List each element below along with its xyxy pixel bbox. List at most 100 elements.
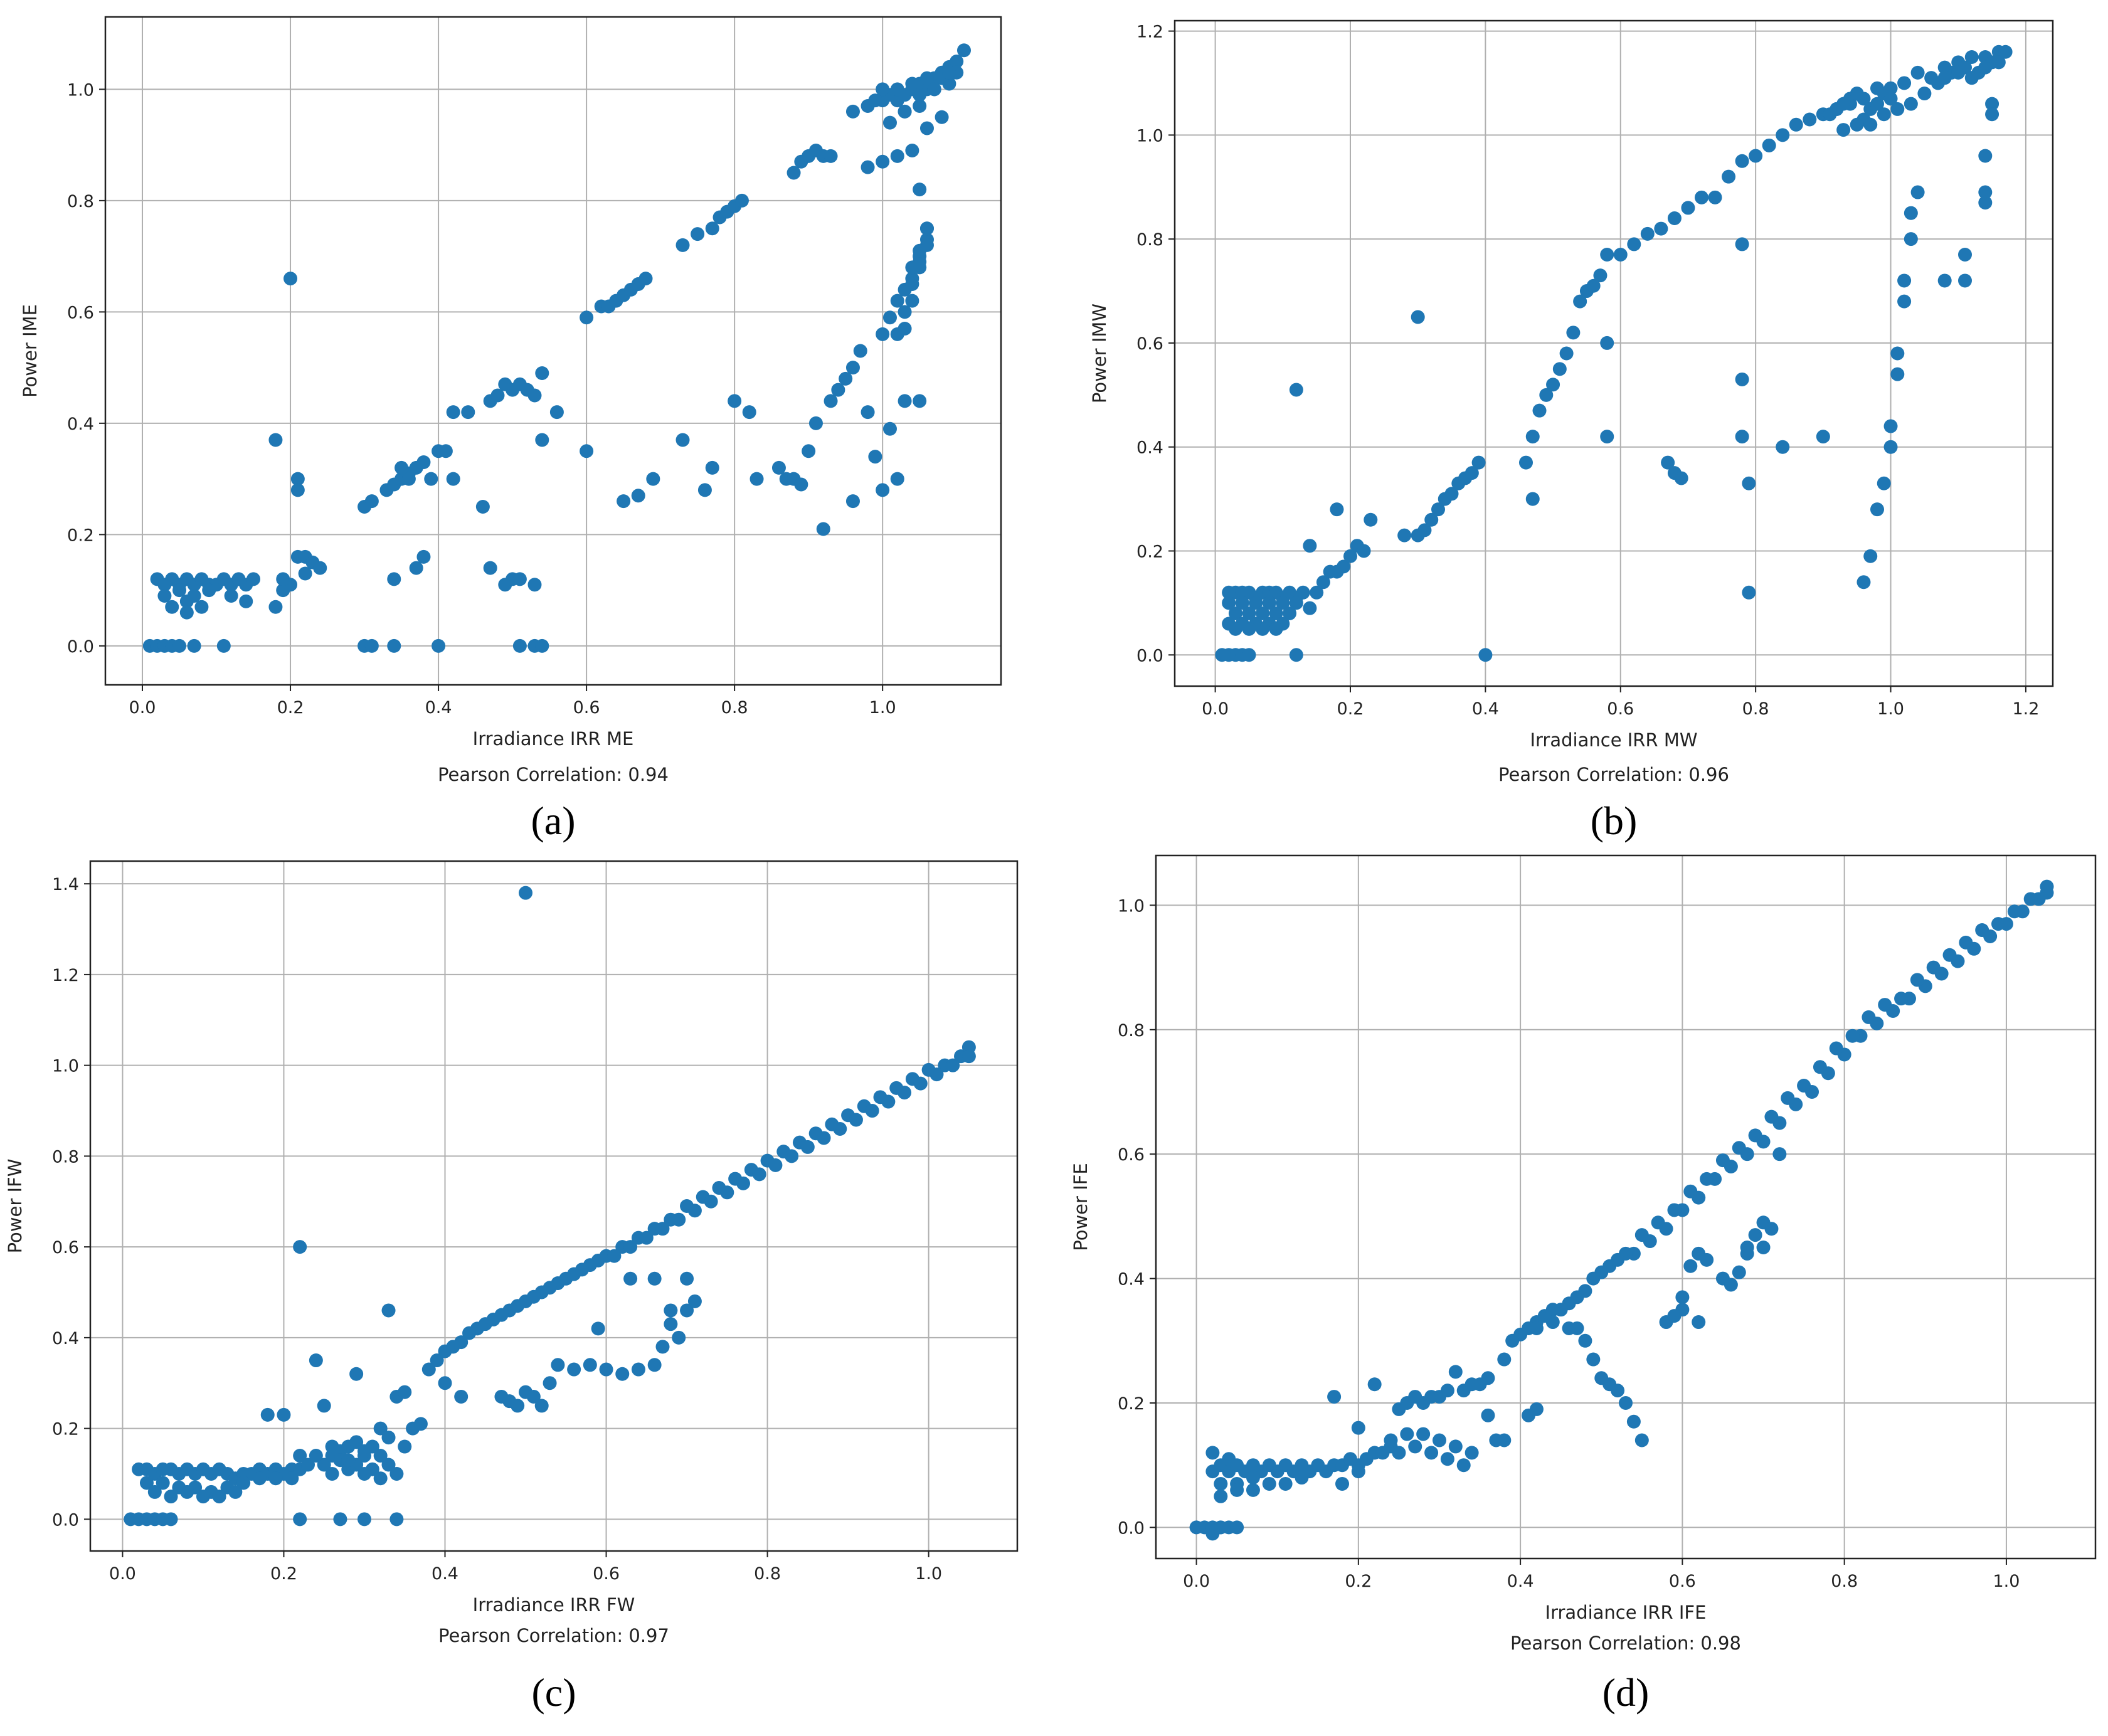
- data-point: [260, 1407, 275, 1422]
- data-point: [1958, 248, 1972, 262]
- data-point: [591, 1321, 605, 1336]
- data-point: [623, 1240, 638, 1254]
- data-point: [172, 583, 187, 598]
- data-point: [1619, 1395, 1633, 1410]
- data-point: [1749, 149, 1763, 163]
- data-point: [1910, 65, 1925, 80]
- data-point: [527, 388, 542, 403]
- data-point: [398, 1385, 412, 1399]
- data-point: [381, 1303, 396, 1318]
- data-point: [1448, 1365, 1463, 1379]
- y-tick-label: 0.6: [52, 1238, 79, 1257]
- y-tick-label: 0.8: [52, 1147, 79, 1167]
- data-point: [268, 600, 283, 614]
- data-point: [1877, 476, 1891, 490]
- data-point: [317, 1458, 331, 1472]
- data-point: [180, 1485, 194, 1499]
- data-point: [432, 638, 446, 653]
- data-point: [1904, 206, 1918, 220]
- data-point: [1748, 1128, 1762, 1143]
- data-point: [1586, 1352, 1601, 1367]
- data-point: [373, 1421, 388, 1436]
- data-point: [890, 472, 904, 486]
- data-point: [1850, 117, 1864, 132]
- data-point: [1803, 112, 1817, 127]
- data-point: [946, 1058, 960, 1072]
- data-point: [752, 1167, 766, 1182]
- data-point: [1276, 596, 1290, 610]
- x-tick-label: 0.8: [1831, 1572, 1858, 1591]
- data-point: [526, 1289, 541, 1304]
- data-point: [1242, 606, 1256, 620]
- data-point: [580, 310, 594, 325]
- data-point: [1246, 1483, 1260, 1497]
- x-tick-label: 0.0: [1183, 1572, 1210, 1591]
- data-point: [341, 1453, 356, 1468]
- data-point: [2040, 886, 2054, 900]
- data-point: [1262, 596, 1276, 610]
- data-point: [1870, 502, 1884, 517]
- data-point: [387, 638, 401, 653]
- y-axis-label: Power IFE: [1070, 1163, 1091, 1251]
- data-point: [325, 1449, 339, 1463]
- data-point: [1278, 1476, 1293, 1491]
- data-point: [1883, 440, 1898, 454]
- data-point: [1959, 935, 1973, 950]
- data-point: [1411, 310, 1425, 324]
- data-point: [389, 1512, 404, 1527]
- data-point: [1478, 648, 1493, 662]
- data-point: [898, 394, 912, 408]
- y-tick-label: 0.8: [1136, 230, 1163, 250]
- data-point: [919, 71, 934, 85]
- data-point: [1335, 1476, 1350, 1491]
- data-point: [675, 433, 690, 447]
- data-point: [1269, 622, 1283, 636]
- data-point: [771, 460, 786, 475]
- panel-label: (a): [531, 798, 575, 843]
- data-point: [1539, 388, 1554, 402]
- data-point: [1634, 1433, 1649, 1448]
- data-point: [1262, 1476, 1276, 1491]
- data-point: [1674, 471, 1688, 485]
- data-point: [1432, 1433, 1446, 1448]
- data-point: [196, 1490, 210, 1504]
- data-point: [1863, 117, 1878, 132]
- data-point: [583, 1358, 597, 1372]
- data-point: [853, 344, 867, 358]
- data-point: [432, 444, 446, 458]
- data-point: [364, 494, 379, 509]
- data-point: [1742, 476, 1756, 490]
- data-point: [1789, 117, 1803, 132]
- data-point: [687, 1294, 702, 1308]
- data-point: [1246, 1471, 1260, 1485]
- data-point: [1330, 502, 1344, 517]
- pearson-caption: Pearson Correlation: 0.97: [438, 1625, 669, 1646]
- scatter-points: [124, 886, 976, 1527]
- data-point: [935, 110, 949, 124]
- data-point: [1525, 492, 1540, 506]
- data-point: [1904, 232, 1918, 246]
- scatter-points: [142, 43, 971, 653]
- data-point: [1878, 998, 1892, 1012]
- data-point: [147, 1485, 162, 1499]
- data-point: [549, 405, 564, 420]
- data-point: [1573, 294, 1587, 309]
- data-point: [446, 472, 460, 486]
- x-tick-label: 0.4: [432, 1564, 458, 1584]
- data-point: [1228, 606, 1242, 620]
- data-point: [228, 1485, 243, 1499]
- data-point: [164, 1490, 178, 1504]
- data-point: [1883, 92, 1898, 106]
- plot-frame: [104, 16, 1002, 686]
- data-point: [1836, 123, 1851, 137]
- data-point: [1897, 76, 1912, 90]
- data-point: [1964, 71, 1979, 85]
- y-tick-label: 0.0: [1118, 1518, 1145, 1538]
- y-tick-label: 0.4: [1118, 1270, 1145, 1289]
- x-axis-label: Irradiance IRR IFE: [1545, 1602, 1707, 1623]
- data-point: [559, 1271, 573, 1286]
- data-point: [1762, 138, 1776, 152]
- data-point: [1464, 466, 1479, 480]
- data-point: [672, 1212, 686, 1227]
- data-point: [1303, 601, 1317, 615]
